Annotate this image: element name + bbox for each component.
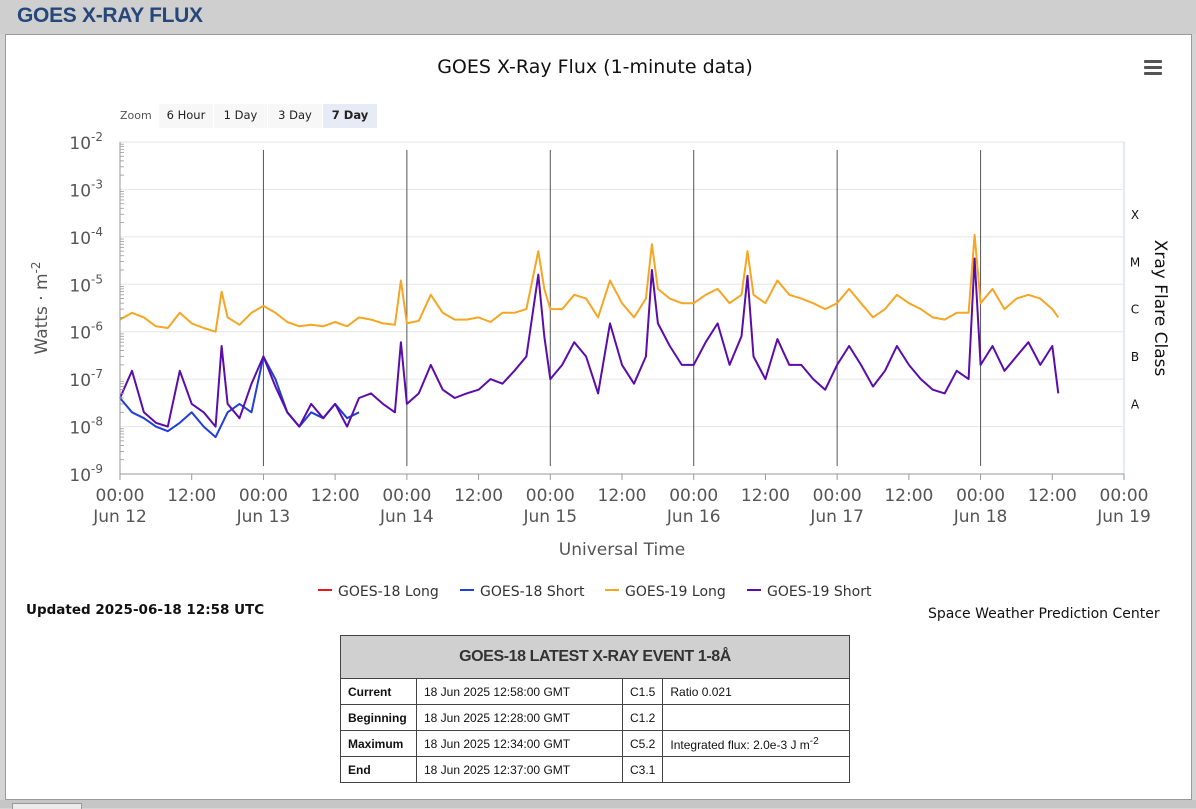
series-line-goes-19-long: [119, 233, 1060, 333]
legend-goes18-long[interactable]: GOES-18 Long: [318, 584, 439, 600]
x-tick-label: 00:00: [382, 486, 431, 506]
flare-class-label: B: [1131, 350, 1139, 364]
flare-class: C1.5: [621, 678, 664, 705]
flare-class-label: A: [1131, 398, 1140, 412]
x-tick-label: 12:00: [1028, 486, 1077, 506]
event-time: 18 Jun 2025 12:34:00 GMT: [416, 730, 623, 757]
x-tick-date-label: Jun 17: [809, 507, 864, 527]
y-axis-title: Watts · m-2: [29, 261, 52, 354]
legend-goes19-long[interactable]: GOES-19 Long: [605, 584, 726, 600]
chart-title: GOES X-Ray Flux (1-minute data): [437, 56, 753, 78]
y-tick-label: 10-2: [69, 130, 103, 154]
y-tick-label: 10-8: [69, 415, 103, 439]
event-extra: Ratio 0.021: [662, 678, 850, 705]
table-row: Beginning 18 Jun 2025 12:28:00 GMT C1.2: [340, 704, 850, 731]
flare-class: C5.2: [621, 730, 664, 757]
zoom-3-day-button[interactable]: 3 Day: [268, 104, 322, 128]
event-extra: Integrated flux: 2.0e-3 J m-2: [662, 730, 850, 757]
y-tick-label: 10-3: [69, 177, 103, 201]
page-header: GOES X-RAY FLUX: [0, 0, 1196, 34]
x-tick-label: 00:00: [96, 486, 145, 506]
legend-goes18-short[interactable]: GOES-18 Short: [460, 584, 585, 600]
legend-swatch: [318, 589, 332, 591]
x-tick-label: 12:00: [311, 486, 360, 506]
event-time: 18 Jun 2025 12:28:00 GMT: [416, 704, 623, 731]
page-title: GOES X-RAY FLUX: [17, 4, 203, 27]
y-tick-label: 10-5: [69, 272, 103, 296]
table-row: Current 18 Jun 2025 12:58:00 GMT C1.5 Ra…: [340, 678, 850, 705]
legend-swatch: [460, 589, 474, 591]
event-time: 18 Jun 2025 12:37:00 GMT: [416, 756, 623, 783]
legend-swatch: [747, 589, 761, 591]
event-time: 18 Jun 2025 12:58:00 GMT: [416, 678, 623, 705]
table-row: End 18 Jun 2025 12:37:00 GMT C3.1: [340, 756, 850, 783]
x-tick-date-label: Jun 15: [522, 507, 577, 527]
x-tick-label: 00:00: [813, 486, 862, 506]
y2-axis-title: Xray Flare Class: [1150, 240, 1170, 377]
swpc-credit: Space Weather Prediction Center: [928, 606, 1160, 622]
x-tick-label: 12:00: [454, 486, 503, 506]
x-tick-date-label: Jun 13: [236, 507, 291, 527]
hamburger-menu-icon[interactable]: [1144, 60, 1162, 76]
zoom-label: Zoom: [120, 109, 152, 122]
row-label: Beginning: [340, 704, 417, 731]
plot-area: [119, 141, 1125, 475]
x-tick-date-label: Jun 12: [92, 507, 147, 527]
row-label: Current: [340, 678, 417, 705]
x-tick-date-label: Jun 16: [666, 507, 721, 527]
flare-class: C3.1: [621, 756, 664, 783]
event-extra: [662, 756, 850, 783]
zoom-1-day-button[interactable]: 1 Day: [214, 104, 267, 128]
y-tick-label: 10-6: [69, 320, 103, 344]
series-line-goes-19-short: [119, 257, 1060, 428]
x-tick-label: 00:00: [956, 486, 1005, 506]
x-axis-title: Universal Time: [559, 540, 685, 560]
series-line-goes-18-short: [119, 355, 360, 439]
x-tick-label: 12:00: [884, 486, 933, 506]
x-tick-label: 12:00: [598, 486, 647, 506]
x-tick-date-label: Jun 19: [1096, 507, 1151, 527]
table-row: Maximum 18 Jun 2025 12:34:00 GMT C5.2 In…: [340, 730, 850, 757]
x-tick-label: 00:00: [669, 486, 718, 506]
flare-class-label: X: [1131, 208, 1139, 222]
x-tick-label: 00:00: [239, 486, 288, 506]
bottom-tab[interactable]: [12, 803, 82, 809]
x-tick-label: 12:00: [741, 486, 790, 506]
bottom-strip: [0, 800, 1196, 808]
event-extra: [662, 704, 850, 731]
row-label: End: [340, 756, 417, 783]
y-tick-label: 10-7: [69, 367, 103, 391]
flare-class: C1.2: [621, 704, 664, 731]
updated-timestamp: Updated 2025-06-18 12:58 UTC: [26, 602, 265, 618]
row-label: Maximum: [340, 730, 417, 757]
x-tick-label: 00:00: [526, 486, 575, 506]
legend-goes19-short[interactable]: GOES-19 Short: [747, 584, 872, 600]
flare-class-label: C: [1131, 303, 1139, 317]
event-table-title: GOES-18 LATEST X-RAY EVENT 1-8Å: [340, 635, 850, 679]
x-tick-label: 12:00: [167, 486, 216, 506]
y-tick-label: 10-9: [69, 462, 103, 486]
x-tick-date-label: Jun 18: [953, 507, 1008, 527]
zoom-7-day-button[interactable]: 7 Day: [323, 104, 377, 128]
zoom-6-hour-button[interactable]: 6 Hour: [159, 104, 213, 128]
unit-exponent: -2: [809, 735, 819, 747]
y-tick-label: 10-4: [69, 225, 103, 249]
xray-event-table: GOES-18 LATEST X-RAY EVENT 1-8Å Current …: [340, 635, 850, 783]
x-tick-label: 00:00: [1100, 486, 1149, 506]
legend-swatch: [605, 589, 619, 591]
flare-class-label: M: [1130, 255, 1140, 269]
x-tick-date-label: Jun 14: [379, 507, 434, 527]
